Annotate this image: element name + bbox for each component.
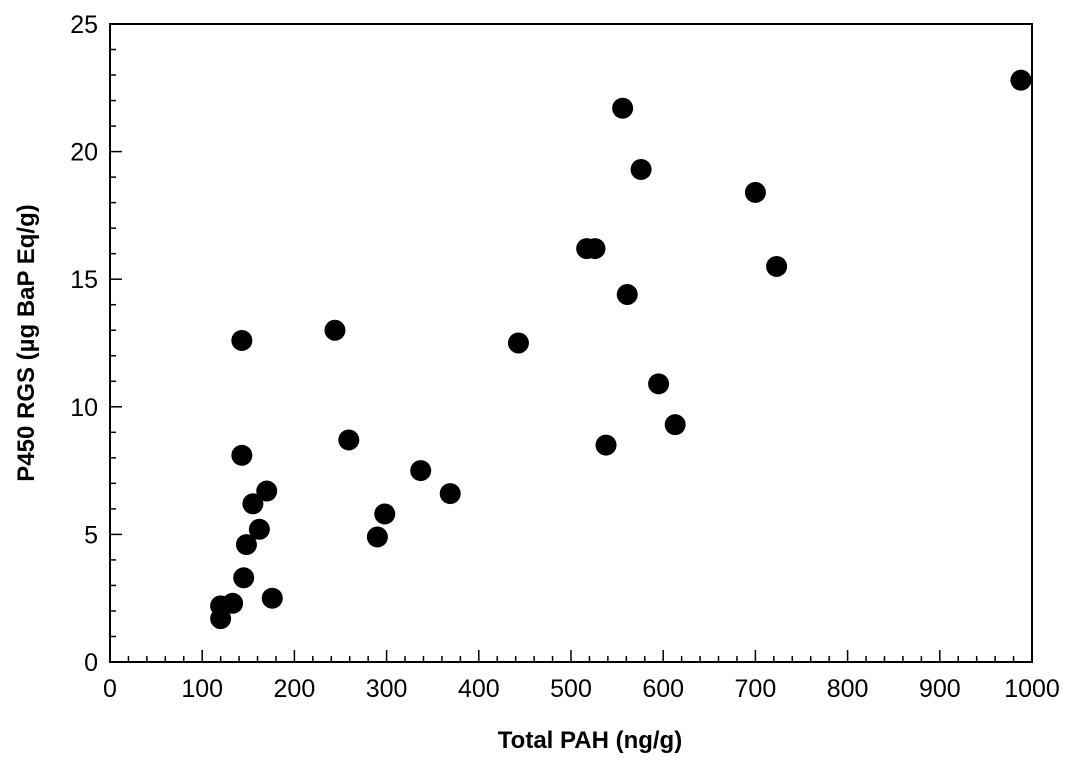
x-tick-labels: 0 100 200 300 400 500 600 700 800 900 1000 [103,675,1060,703]
x-axis-title: Total PAH (ng/g) [498,727,682,754]
data-point [616,284,638,306]
x-tick-label: 700 [735,675,777,703]
data-point [648,373,670,395]
data-point [231,329,253,351]
data-point [595,434,617,456]
data-point [256,480,278,502]
data-point [584,238,606,260]
data-points [210,69,1032,630]
data-point [1010,69,1032,91]
data-point [439,483,461,505]
data-point [410,460,432,482]
x-tick-label: 600 [642,675,684,703]
data-point [630,158,652,180]
y-axis-title: P450 RGS (µg BaP Eq/g) [13,204,40,481]
data-point [664,414,686,436]
data-point [374,503,396,525]
x-tick-label: 200 [274,675,316,703]
data-point [231,444,253,466]
x-tick-label: 900 [919,675,961,703]
data-point [222,592,244,614]
y-tick-label: 20 [70,139,98,167]
x-tick-label: 100 [181,675,223,703]
y-tick-label: 25 [70,11,98,39]
data-point [324,319,346,341]
data-point [233,567,255,589]
data-point [248,518,270,540]
x-tick-label: 1000 [1004,675,1060,703]
x-tick-label: 0 [103,675,117,703]
y-tick-label: 0 [84,649,98,677]
x-tick-label: 300 [366,675,408,703]
data-point [338,429,360,451]
y-tick-label: 10 [70,394,98,422]
data-point [242,493,264,515]
x-tick-label: 800 [827,675,869,703]
data-point [744,181,766,203]
x-tick-label: 500 [550,675,592,703]
y-tick-label: 15 [70,266,98,294]
data-point [366,526,388,548]
y-tick-labels: 0 5 10 15 20 25 [70,11,98,677]
data-point [507,332,529,354]
data-point [766,255,788,277]
x-tick-label: 400 [458,675,500,703]
axis-ticks [109,23,1033,663]
data-point [612,97,634,119]
data-point [235,534,257,556]
y-tick-label: 5 [84,521,98,549]
data-point [261,587,283,609]
